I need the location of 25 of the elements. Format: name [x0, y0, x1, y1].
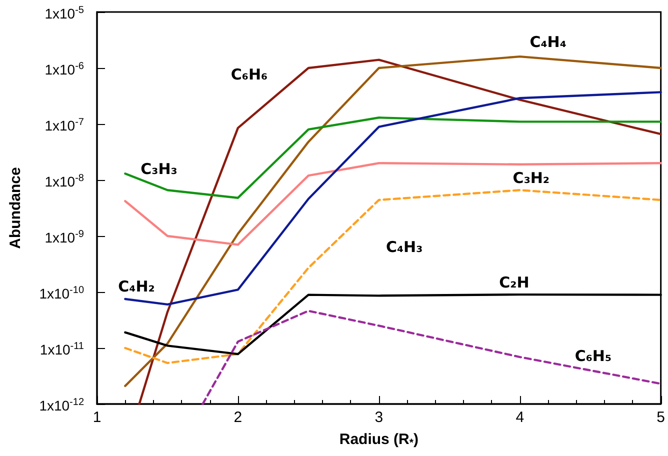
text: C₄H₃ — [386, 238, 423, 256]
series-label: C₃H₃ — [140, 160, 178, 178]
line-series — [202, 310, 662, 406]
x-axis-title: Radius (R*) — [339, 430, 418, 449]
series-label: C₆H₅ — [574, 346, 612, 365]
series-label: C₄H₄ — [530, 33, 566, 52]
y-tick-label: 1x10$^{-5}$ — [44, 4, 84, 22]
y-tick-label: 1x10$^{-8}$ — [44, 172, 84, 190]
y-tick-label: 1x10$^{-12}$ — [39, 396, 84, 414]
y-tick-label: 1x10$^{-11}$ — [40, 340, 84, 358]
series-label: C₄H₂ — [118, 277, 155, 296]
y-tick-label: 1x10$^{-10}$ — [39, 284, 84, 302]
series-label: C₂H — [499, 273, 530, 292]
x-tick-label: 4 — [516, 409, 524, 426]
series-label: C₃H₂ — [512, 168, 550, 187]
x-tick-label: 1 — [92, 409, 102, 426]
y-tick-label: 1x10$^{-7}$ — [44, 116, 84, 134]
y-axis-title: Abundance — [7, 167, 24, 249]
x-tick-label: 5 — [656, 409, 665, 426]
x-tick-label: 2 — [234, 409, 242, 426]
y-tick-label: 1x10$^{-6}$ — [44, 60, 84, 78]
y-tick-label: 1x10$^{-9}$ — [44, 228, 84, 246]
x-tick-label: 3 — [374, 409, 384, 426]
line-series — [124, 116, 662, 199]
series-label: C₆H₆ — [230, 66, 268, 84]
